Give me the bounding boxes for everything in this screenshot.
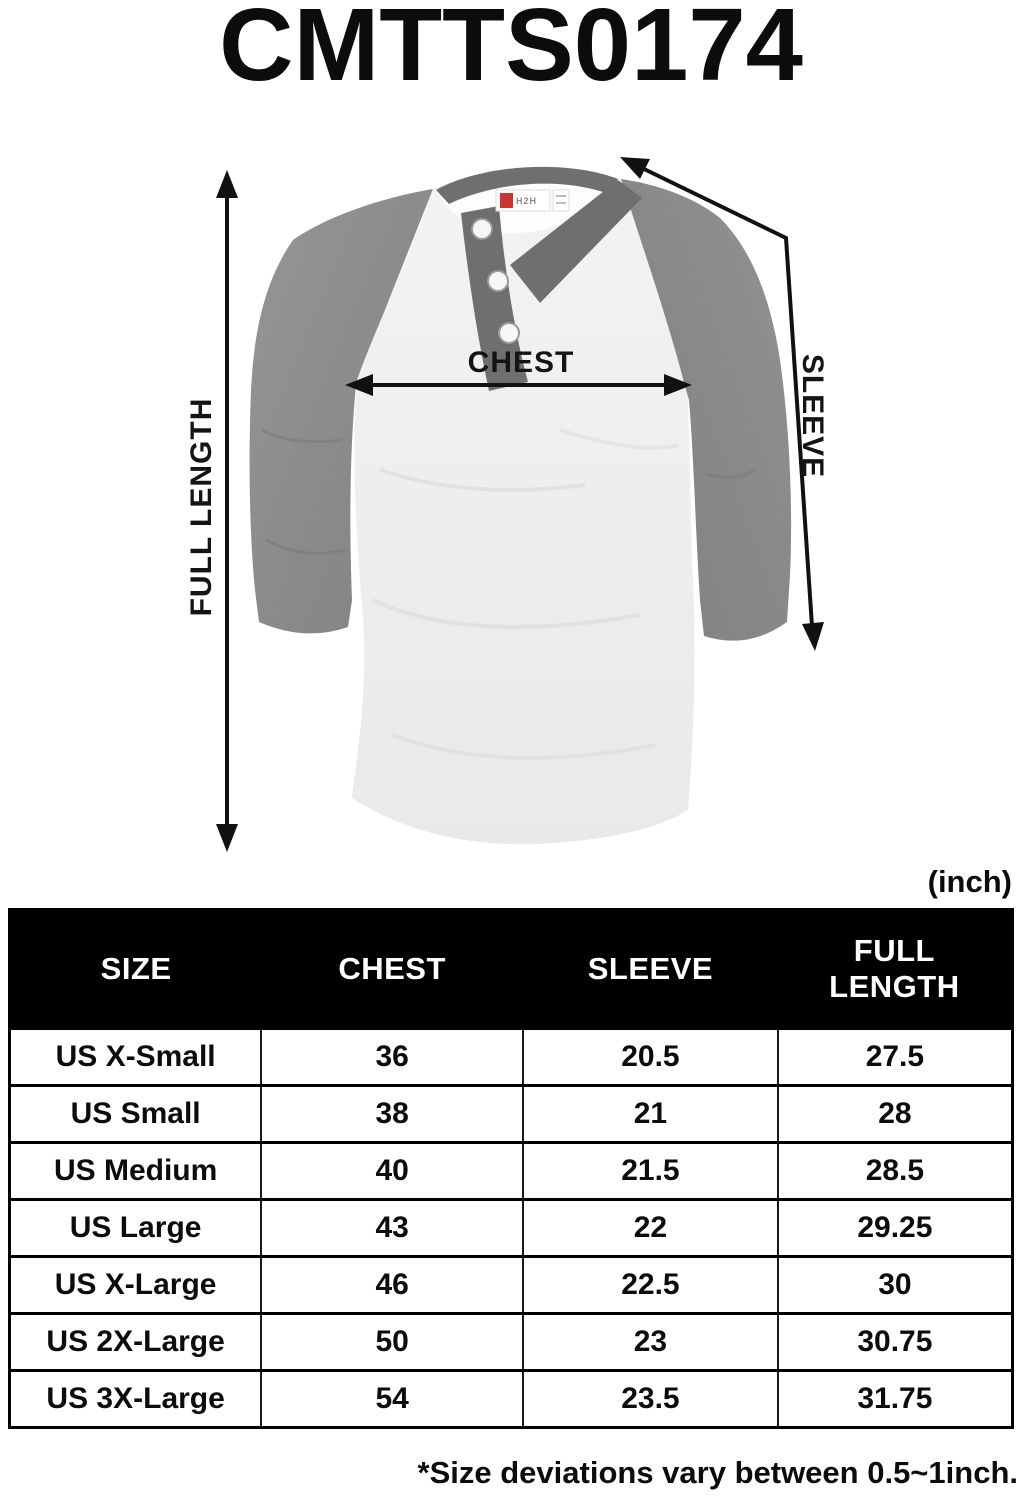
full-length-label: FULL LENGTH [185,397,218,617]
left-sleeve [249,189,433,634]
product-code-title: CMTTS0174 [219,0,803,102]
chest-arrow [345,374,692,396]
col-header-sleeve: SLEEVE [523,909,778,1029]
sleeve-cell: 23 [522,1312,779,1372]
size-row: US Large 43 22 29.25 [8,1198,1014,1258]
chest-cell: 54 [260,1369,525,1429]
sleeve-label: SLEEVE [796,353,829,479]
full-length-cell: 31.75 [776,1369,1014,1429]
button-3 [498,322,520,344]
sleeve-cell: 22.5 [522,1255,779,1315]
chest-cell: 46 [260,1255,525,1315]
sleeve-cell: 21.5 [522,1141,779,1201]
size-cell: US 2X-Large [8,1312,263,1372]
chest-cell: 43 [260,1198,525,1258]
shirt-body [352,167,695,845]
full-length-cell: 30 [776,1255,1014,1315]
full-length-arrow [216,170,238,852]
right-sleeve [621,179,792,641]
shirt-diagram [216,157,824,852]
full-length-cell: 29.25 [776,1198,1014,1258]
sleeve-cell: 22 [522,1198,779,1258]
sleeve-cell: 23.5 [522,1369,779,1429]
size-cell: US 3X-Large [8,1369,263,1429]
sleeve-cell: 21 [522,1084,779,1144]
size-cell: US Small [8,1084,263,1144]
col-header-chest: CHEST [261,909,524,1029]
size-chart-table: SIZE CHEST SLEEVE FULL LENGTH US X-Small… [8,908,1014,1429]
units-note: (inch) [927,864,1012,899]
full-length-cell: 28.5 [776,1141,1014,1201]
size-deviation-footnote: *Size deviations vary between 0.5~1inch. [417,1455,1018,1490]
size-row: US 2X-Large 50 23 30.75 [8,1312,1014,1372]
col-header-full-length-text: FULL LENGTH [829,933,960,1004]
button-1 [471,218,493,240]
size-row: US 3X-Large 54 23.5 31.75 [8,1369,1014,1429]
chest-label: CHEST [467,346,575,379]
full-length-cell: 30.75 [776,1312,1014,1372]
chest-cell: 38 [260,1084,525,1144]
chest-cell: 40 [260,1141,525,1201]
size-row: US Medium 40 21.5 28.5 [8,1141,1014,1201]
size-cell: US Medium [8,1141,263,1201]
sleeve-cell: 20.5 [522,1027,779,1087]
button-2 [487,270,509,292]
neck-tag-brand: H2H [516,196,538,206]
size-row: US X-Small 36 20.5 27.5 [8,1027,1014,1087]
size-cell: US Large [8,1198,263,1258]
size-row: US X-Large 46 22.5 30 [8,1255,1014,1315]
full-length-cell: 27.5 [776,1027,1014,1087]
sleeve-arrow [620,157,824,651]
size-cell: US X-Large [8,1255,263,1315]
size-row: US Small 38 21 28 [8,1084,1014,1144]
full-length-cell: 28 [776,1084,1014,1144]
henley-placket [461,180,642,391]
collar-trim [436,166,618,204]
chest-cell: 50 [260,1312,525,1372]
neck-tag [495,189,570,212]
size-table-header: SIZE CHEST SLEEVE FULL LENGTH [9,909,1013,1029]
col-header-full-length: FULL LENGTH [777,909,1013,1029]
size-cell: US X-Small [8,1027,263,1087]
chest-cell: 36 [260,1027,525,1087]
col-header-size: SIZE [9,909,262,1029]
